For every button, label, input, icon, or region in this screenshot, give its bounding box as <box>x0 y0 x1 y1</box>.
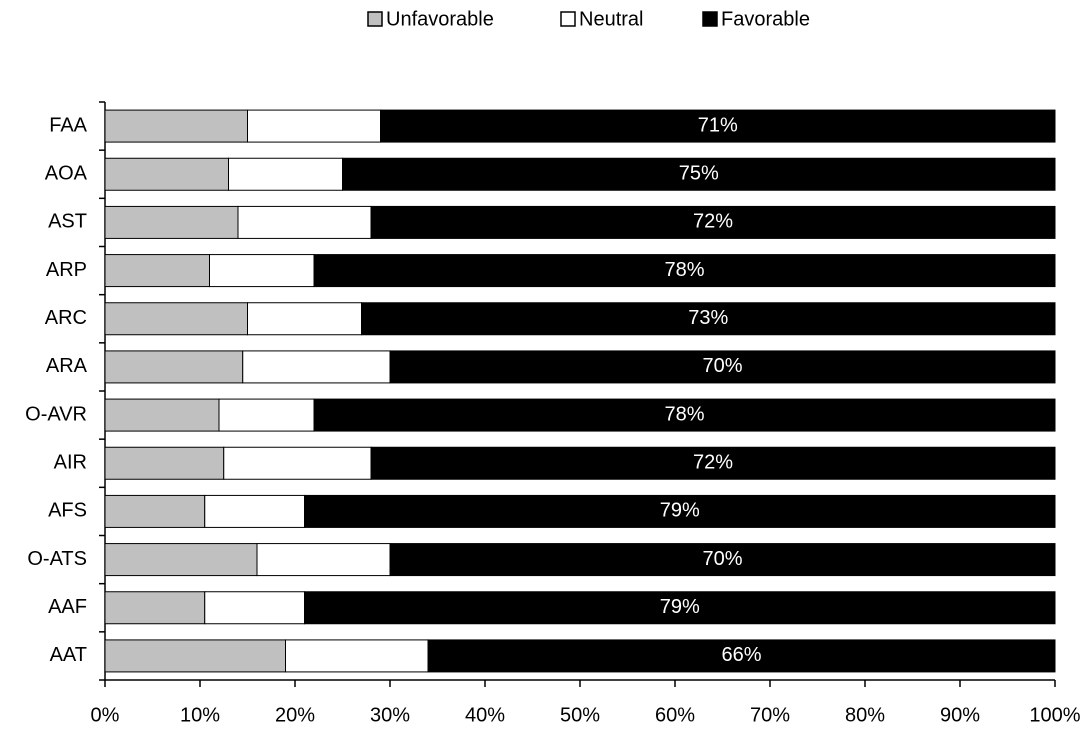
x-tick-label: 30% <box>370 704 410 726</box>
data-label: 73% <box>688 307 728 329</box>
legend-label: Favorable <box>721 8 810 30</box>
bar-segment <box>304 591 1056 625</box>
bar-segment <box>285 639 429 673</box>
y-tick-label: AST <box>48 211 87 233</box>
bar-segment <box>104 494 206 528</box>
data-label: 70% <box>702 355 742 377</box>
data-label: 72% <box>693 211 733 233</box>
bar-segment <box>313 254 1056 288</box>
bar-segment <box>313 398 1056 432</box>
bar-segment <box>104 639 286 673</box>
bar-segment <box>380 109 1056 143</box>
y-tick-label: ARP <box>46 259 87 281</box>
bar-segment <box>370 446 1056 480</box>
bar-segment <box>237 205 372 239</box>
y-tick-label: AOA <box>45 163 88 185</box>
bar-segment <box>370 205 1056 239</box>
data-label: 66% <box>721 644 761 666</box>
legend-swatch <box>560 11 576 27</box>
bar-segment <box>104 157 229 191</box>
legend-label: Unfavorable <box>386 8 494 30</box>
bar-segment <box>104 591 206 625</box>
bar-segment <box>427 639 1056 673</box>
bar-segment <box>104 543 258 577</box>
data-label: 78% <box>664 403 704 425</box>
y-tick-label: AAF <box>48 596 87 618</box>
bar-segment <box>104 254 210 288</box>
bar-segment <box>104 446 225 480</box>
bar-segment <box>304 494 1056 528</box>
legend-swatch <box>367 11 383 27</box>
data-label: 72% <box>693 452 733 474</box>
y-tick-label: O-ATS <box>27 548 87 570</box>
bar-segment <box>204 591 305 625</box>
x-tick-label: 0% <box>91 704 120 726</box>
y-tick-label: ARA <box>46 355 88 377</box>
bar-segment <box>389 350 1056 384</box>
bar-segment <box>209 254 315 288</box>
bar-segment <box>223 446 372 480</box>
x-tick-label: 100% <box>1029 704 1080 726</box>
data-label: 75% <box>679 163 719 185</box>
x-tick-label: 50% <box>560 704 600 726</box>
bar-segment <box>361 302 1056 336</box>
y-tick-label: AIR <box>54 452 87 474</box>
data-label: 70% <box>702 548 742 570</box>
x-tick-label: 60% <box>655 704 695 726</box>
bar-segment <box>342 157 1056 191</box>
data-label: 71% <box>698 114 738 136</box>
bar-segment <box>204 494 305 528</box>
bar-segment <box>104 109 248 143</box>
bar-segment <box>247 109 381 143</box>
y-tick-label: AAT <box>50 644 87 666</box>
x-tick-label: 90% <box>940 704 980 726</box>
bar-segment <box>104 302 248 336</box>
bar-segment <box>228 157 343 191</box>
x-tick-label: 40% <box>465 704 505 726</box>
bar-segment <box>247 302 362 336</box>
y-tick-label: AFS <box>48 500 87 522</box>
bar-segment <box>218 398 315 432</box>
x-tick-label: 70% <box>750 704 790 726</box>
data-label: 78% <box>664 259 704 281</box>
data-label: 79% <box>660 596 700 618</box>
bar-segment <box>104 398 220 432</box>
bar-segment <box>389 543 1056 577</box>
bar-segment <box>104 205 239 239</box>
bar-segment <box>242 350 391 384</box>
legend-label: Neutral <box>579 8 643 30</box>
y-tick-label: FAA <box>49 114 87 136</box>
x-tick-label: 10% <box>180 704 220 726</box>
bar-segment <box>256 543 391 577</box>
data-label: 79% <box>660 500 700 522</box>
y-tick-label: O-AVR <box>25 403 87 425</box>
y-tick-label: ARC <box>45 307 87 329</box>
x-tick-label: 80% <box>845 704 885 726</box>
x-tick-label: 20% <box>275 704 315 726</box>
legend-swatch <box>702 11 718 27</box>
bar-segment <box>104 350 244 384</box>
